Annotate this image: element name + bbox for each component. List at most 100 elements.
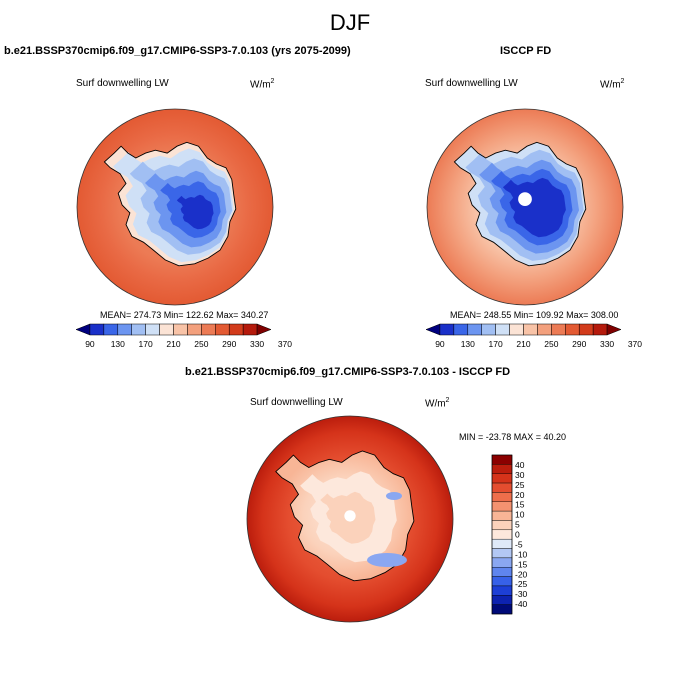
model-colorbar-swatch (131, 323, 146, 336)
obs-colorbar-swatch (481, 323, 496, 336)
diff-colorbar-swatch (491, 510, 513, 521)
model-colorbar-tick-label: 90 (85, 339, 95, 349)
model-colorbar-swatch (159, 323, 174, 336)
diff-map-border (246, 415, 454, 623)
diff-colorbar-tick-label: -25 (515, 579, 528, 589)
model-colorbar: 90 130 170 210 250 290 330 370 (75, 323, 292, 349)
obs-colorbar-swatch (578, 323, 594, 336)
model-colorbar-tick-label: 370 (278, 339, 292, 349)
obs-colorbar: 90 130 170 210 250 290 330 370 (425, 323, 642, 349)
obs-contour-4 (502, 177, 566, 238)
diff-colorbar-tick-label: 30 (515, 470, 525, 480)
obs-units-label: W/m2 (600, 78, 625, 91)
obs-map-border (426, 108, 624, 306)
diff-colorbar-tick-label: 5 (515, 520, 520, 530)
diff-negative-patch-2 (386, 492, 402, 500)
diff-colorbar-tick-label: -5 (515, 539, 523, 549)
obs-colorbar-tick-label: 330 (600, 339, 614, 349)
diff-colorbar-swatch (491, 604, 513, 615)
obs-colorbar-tick-label: 170 (489, 339, 503, 349)
diff-colorbar-tick-label: -15 (515, 559, 528, 569)
diff-colorbar-swatch (491, 501, 513, 512)
model-map (76, 108, 274, 306)
diff-colorbar-swatch (491, 520, 513, 531)
diff-colorbar-swatch (491, 557, 513, 568)
obs-colorbar-swatch (551, 323, 566, 336)
diff-coastline (275, 450, 415, 582)
diff-colorbar-swatch (491, 538, 513, 549)
diff-colorbar-swatch (491, 548, 513, 559)
obs-colorbar-tick-label: 290 (572, 339, 586, 349)
obs-colorbar-tick-label: 250 (544, 339, 558, 349)
model-colorbar-tick-label: 210 (166, 339, 180, 349)
model-map-border (76, 108, 274, 306)
model-colorbar-swatch (75, 323, 91, 336)
diff-colorbar-swatch (491, 454, 513, 465)
diff-colorbar-tick-label: 15 (515, 500, 525, 510)
obs-colorbar-tick-label: 210 (516, 339, 530, 349)
model-colorbar-swatch (256, 323, 272, 336)
obs-colorbar-swatch (425, 323, 441, 336)
model-colorbar-swatch (215, 323, 230, 336)
diff-units-label: W/m2 (425, 397, 450, 410)
diff-colorbar-swatch (491, 492, 513, 502)
diff-colorbar-swatch (491, 595, 513, 605)
diff-colorbar-tick-label: -40 (515, 599, 528, 609)
model-units-label: W/m2 (250, 78, 275, 91)
model-colorbar-tick-label: 330 (250, 339, 264, 349)
model-variable-label: Surf downwelling LW (76, 78, 169, 89)
diff-pole-hole (344, 510, 356, 522)
diff-panel-title: b.e21.BSSP370cmip6.f09_g17.CMIP6-SSP3-7.… (185, 366, 511, 378)
diff-map (246, 415, 454, 623)
obs-colorbar-swatch (439, 323, 455, 336)
model-colorbar-swatch (103, 323, 119, 336)
diff-colorbar-tick-label: 40 (515, 460, 525, 470)
model-colorbar-swatch (89, 323, 105, 336)
model-colorbar-tick-label: 170 (139, 339, 153, 349)
diff-variable-label: Surf downwelling LW (250, 397, 343, 408)
model-colorbar-swatch (228, 323, 244, 336)
diff-colorbar-swatch (491, 567, 513, 577)
diff-colorbar-tick-label: -20 (515, 569, 528, 579)
diff-colorbar-swatch (491, 576, 513, 587)
obs-stats: MEAN= 248.55 Min= 109.92 Max= 308.00 (450, 310, 619, 320)
obs-colorbar-tick-label: 370 (628, 339, 642, 349)
diff-colorbar-tick-label: -10 (515, 549, 528, 559)
obs-colorbar-swatch (495, 323, 510, 336)
obs-colorbar-swatch (467, 323, 482, 336)
model-panel-title: b.e21.BSSP370cmip6.f09_g17.CMIP6-SSP3-7.… (4, 45, 351, 57)
model-coastline (103, 141, 237, 267)
diff-colorbar-swatch (491, 464, 513, 474)
model-contour-5 (176, 194, 214, 230)
model-colorbar-swatch (145, 323, 160, 336)
model-colorbar-swatch (242, 323, 258, 336)
obs-pole-hole (518, 192, 532, 207)
diff-colorbar-swatch (491, 482, 513, 493)
model-colorbar-tick-label: 250 (194, 339, 208, 349)
diff-negative-patch-1 (367, 553, 407, 567)
model-stats: MEAN= 274.73 Min= 122.62 Max= 340.27 (100, 310, 269, 320)
obs-coastline (453, 141, 587, 267)
model-colorbar-swatch (117, 323, 132, 336)
diff-stats: MIN = -23.78 MAX = 40.20 (459, 432, 567, 442)
diff-colorbar-swatch (491, 529, 513, 540)
obs-colorbar-swatch (565, 323, 580, 336)
obs-variable-label: Surf downwelling LW (425, 78, 518, 89)
obs-colorbar-swatch (537, 323, 552, 336)
obs-colorbar-swatch (509, 323, 524, 336)
diff-colorbar-tick-label: 0 (515, 530, 520, 540)
model-colorbar-swatch (173, 323, 188, 336)
model-colorbar-swatch (201, 323, 216, 336)
obs-map (426, 108, 624, 306)
diff-colorbar-swatch (491, 473, 513, 484)
diff-colorbar-swatch (491, 585, 513, 596)
diff-colorbar-tick-label: -30 (515, 589, 528, 599)
diff-colorbar-tick-label: 10 (515, 510, 525, 520)
obs-colorbar-swatch (592, 323, 608, 336)
obs-panel-title: ISCCP FD (500, 45, 552, 57)
obs-colorbar-swatch (453, 323, 469, 336)
diff-colorbar-tick-label: 20 (515, 490, 525, 500)
model-colorbar-tick-label: 130 (111, 339, 125, 349)
